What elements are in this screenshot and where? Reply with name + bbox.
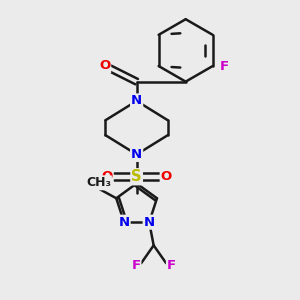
Text: O: O	[101, 170, 112, 183]
Text: S: S	[131, 169, 142, 184]
Text: CH₃: CH₃	[86, 176, 111, 189]
Text: O: O	[99, 59, 110, 72]
Text: F: F	[167, 259, 176, 272]
Text: N: N	[131, 94, 142, 107]
Text: O: O	[161, 170, 172, 183]
Text: N: N	[131, 148, 142, 161]
Text: F: F	[131, 259, 140, 272]
Text: N: N	[144, 216, 155, 229]
Text: N: N	[118, 216, 130, 229]
Text: F: F	[219, 59, 229, 73]
